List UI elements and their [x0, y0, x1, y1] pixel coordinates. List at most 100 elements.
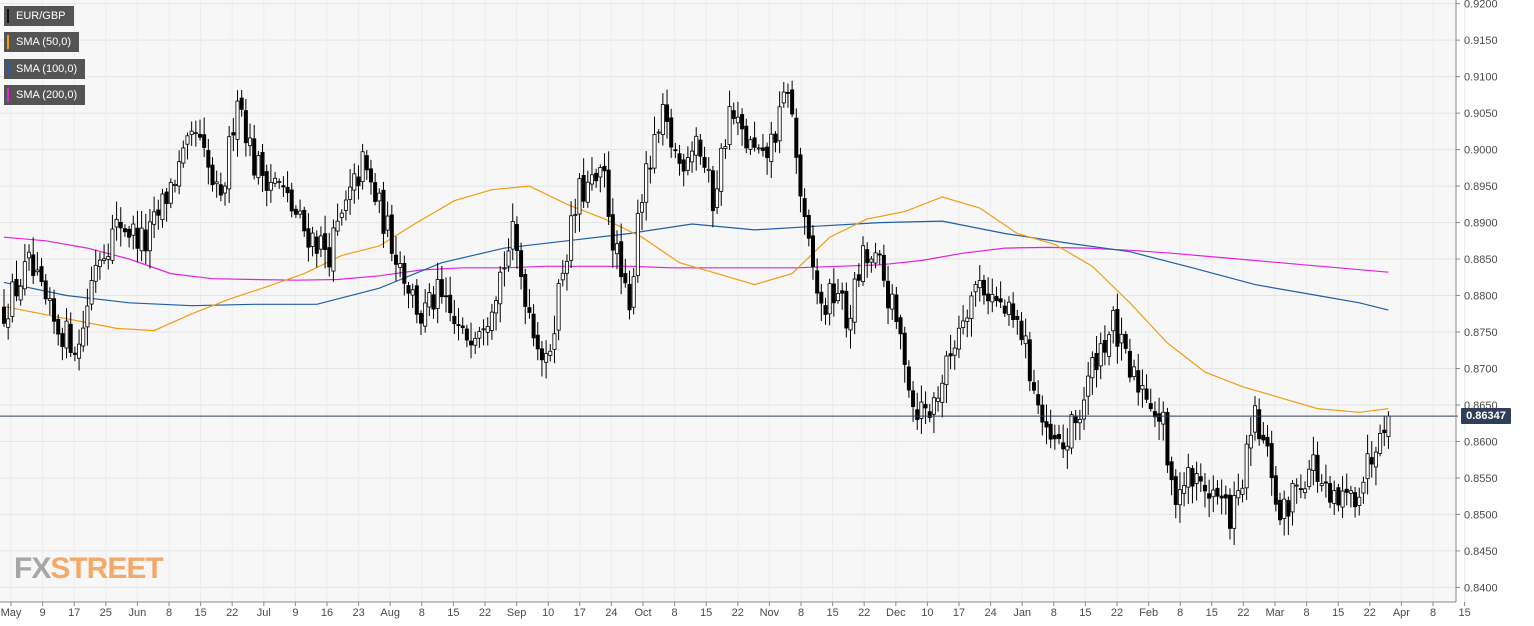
candle-up — [298, 210, 303, 215]
candle-down — [877, 253, 882, 256]
legend-swatch — [7, 62, 9, 76]
candle-down — [68, 323, 73, 353]
candle-up — [694, 135, 699, 156]
candle-up — [177, 161, 182, 187]
candle-up — [494, 300, 499, 314]
candle-down — [1198, 476, 1203, 482]
candle-up — [485, 326, 490, 333]
candle-up — [318, 235, 323, 250]
candle-down — [464, 328, 469, 341]
candle-up — [377, 192, 382, 202]
candle-up — [1111, 310, 1116, 332]
candle-down — [806, 215, 811, 239]
candle-up — [848, 317, 853, 331]
candle-down — [1073, 415, 1078, 424]
candle-down — [1157, 413, 1162, 422]
y-tick-label: 0.8500 — [1464, 509, 1498, 521]
x-tick-label: 17 — [953, 607, 965, 619]
candle-down — [844, 290, 849, 329]
candle-down — [72, 352, 77, 355]
x-tick-label: 22 — [1364, 607, 1376, 619]
candle-down — [206, 150, 211, 168]
candle-up — [1290, 483, 1295, 513]
candle-down — [752, 137, 757, 148]
candle-up — [106, 256, 111, 260]
candle-up — [952, 347, 957, 356]
candle-down — [239, 97, 244, 110]
x-tick-label: 17 — [68, 607, 80, 619]
candle-up — [548, 350, 553, 356]
candle-down — [2, 306, 7, 324]
candle-up — [973, 283, 978, 293]
candle-down — [285, 186, 290, 194]
sma-50-line — [3, 185, 1389, 413]
candle-up — [185, 135, 190, 145]
candle-up — [577, 178, 582, 215]
x-tick-label: 15 — [826, 607, 838, 619]
candle-up — [919, 401, 924, 419]
legend-swatch — [7, 35, 9, 49]
candle-up — [1240, 487, 1245, 495]
x-tick-label: 23 — [352, 607, 364, 619]
candle-down — [31, 254, 36, 277]
candle-down — [1269, 443, 1274, 479]
candle-down — [1227, 494, 1232, 529]
candle-down — [731, 110, 736, 119]
y-tick-label: 0.8600 — [1464, 436, 1498, 448]
candle-down — [1286, 500, 1291, 517]
candle-down — [406, 285, 411, 294]
candle-down — [210, 164, 215, 186]
candle-up — [690, 150, 695, 163]
candle-up — [614, 243, 619, 255]
candle-down — [289, 189, 294, 212]
candle-up — [481, 328, 486, 331]
candle-up — [6, 318, 11, 328]
candle-up — [1023, 335, 1028, 345]
y-tick-label: 0.8850 — [1464, 254, 1498, 266]
x-tick-label: 15 — [1458, 607, 1470, 619]
candle-down — [981, 279, 986, 296]
candle-up — [1340, 490, 1345, 508]
legend-label: SMA (200,0) — [16, 89, 78, 101]
x-tick-label: 15 — [1079, 607, 1091, 619]
x-tick-label: 22 — [732, 607, 744, 619]
candle-down — [865, 249, 870, 264]
candle-up — [1365, 453, 1370, 480]
y-tick-label: 0.9050 — [1464, 108, 1498, 120]
candle-down — [243, 110, 248, 144]
candle-down — [911, 390, 916, 408]
candle-up — [685, 157, 690, 171]
candle-down — [43, 280, 48, 300]
candle-up — [556, 283, 561, 331]
candle-up — [585, 181, 590, 203]
candle-down — [669, 117, 674, 148]
x-tick-label: 8 — [798, 607, 804, 619]
candle-up — [235, 100, 240, 140]
x-tick-label: 9 — [292, 607, 298, 619]
candle-up — [152, 211, 157, 225]
x-tick-label: 9 — [40, 607, 46, 619]
candle-up — [1107, 334, 1112, 357]
candle-down — [698, 139, 703, 157]
candle-down — [202, 134, 207, 148]
candle-down — [393, 254, 398, 265]
candle-up — [502, 267, 507, 270]
candle-up — [335, 220, 340, 232]
candle-down — [894, 294, 899, 323]
candle-down — [681, 159, 686, 172]
candle-up — [1182, 485, 1187, 494]
candle-up — [656, 131, 661, 134]
x-tick-label: Sep — [507, 607, 527, 619]
candle-down — [927, 411, 932, 418]
candle-down — [1336, 487, 1341, 506]
x-tick-label: May — [1, 607, 22, 619]
candle-up — [1373, 451, 1378, 468]
x-tick-label: 15 — [700, 607, 712, 619]
x-tick-label: Oct — [634, 607, 651, 619]
candle-down — [527, 307, 532, 313]
candle-up — [990, 293, 995, 303]
candle-down — [252, 138, 257, 176]
x-tick-label: 8 — [1430, 607, 1436, 619]
candle-up — [348, 186, 353, 200]
